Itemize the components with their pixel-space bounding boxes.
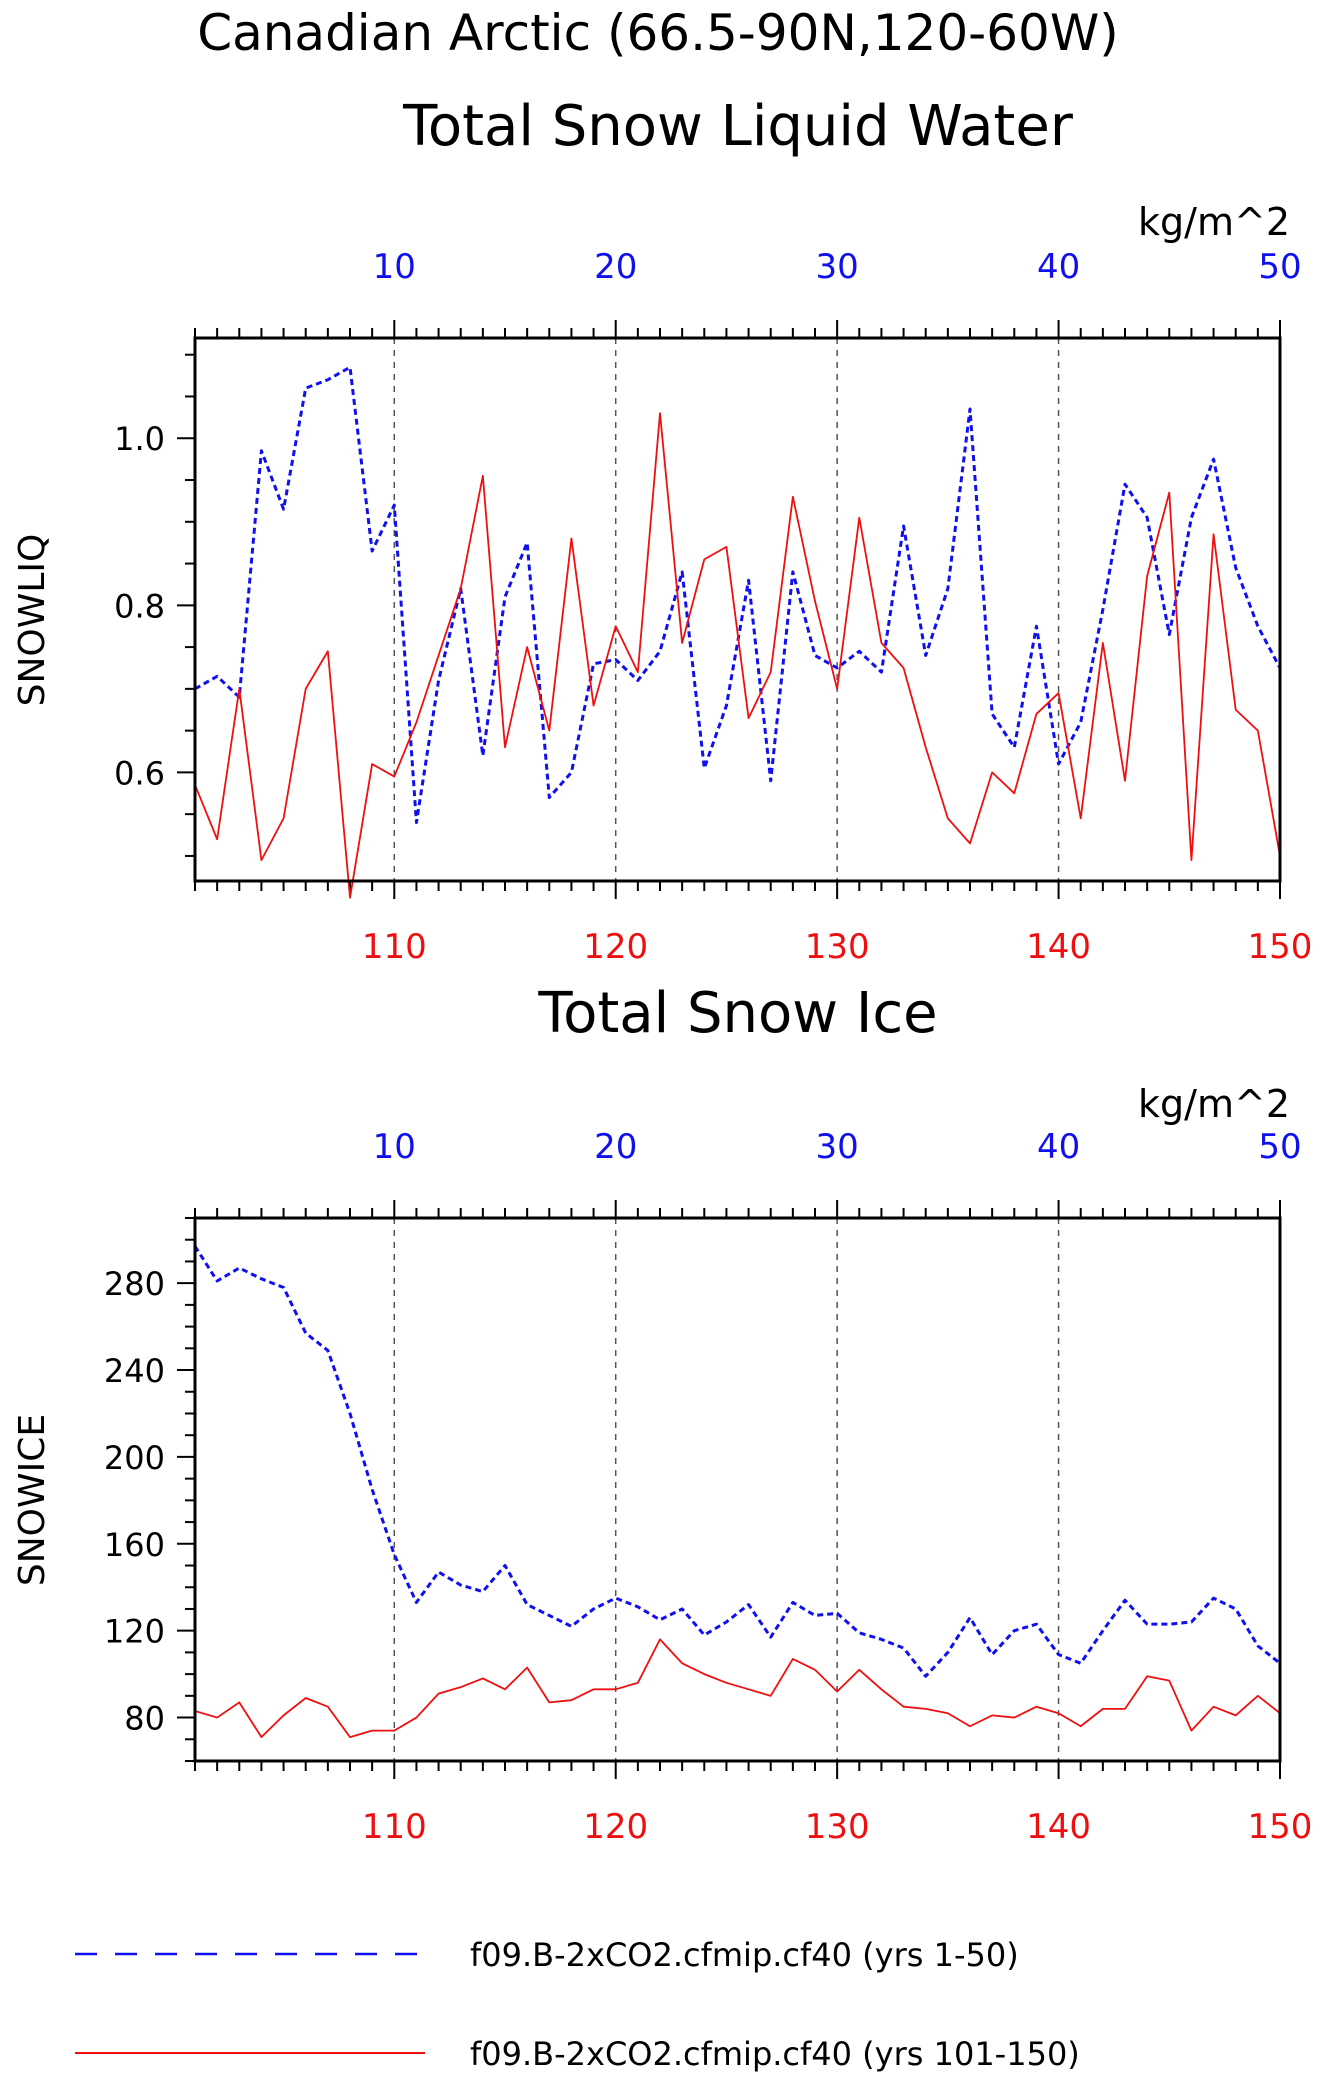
x-top-tick-label: 40 xyxy=(1037,1127,1080,1167)
snowliq-title: Total Snow Liquid Water xyxy=(402,94,1074,159)
snowice-series xyxy=(193,1245,1281,1739)
series-line-yrs-101-150 xyxy=(194,1638,1281,1739)
x-top-tick-label: 20 xyxy=(594,1127,637,1167)
x-bottom-tick-label: 150 xyxy=(1248,927,1313,967)
snowice-grid xyxy=(393,1218,1060,1761)
snowice-axis-ticks xyxy=(177,1200,1281,1779)
series-line-yrs-101-150 xyxy=(194,412,1281,899)
x-bottom-tick-label: 120 xyxy=(583,1807,648,1847)
y-tick-label: 1.0 xyxy=(114,420,165,458)
y-tick-label: 160 xyxy=(104,1526,165,1564)
y-tick-label: 80 xyxy=(124,1700,165,1738)
snowliq-series xyxy=(194,365,1282,899)
x-bottom-tick-label: 130 xyxy=(805,1807,870,1847)
x-bottom-tick-label: 120 xyxy=(583,927,648,967)
snowliq-tick-labels: 0.6 0.8 1.0 10 20 30 40 50 110 120 130 140 150 xyxy=(114,247,1312,967)
snowice-units: kg/m^2 xyxy=(1138,1082,1290,1126)
x-top-tick-label: 10 xyxy=(373,247,416,287)
snowice-title: Total Snow Ice xyxy=(537,981,937,1046)
y-tick-label: 280 xyxy=(104,1265,165,1303)
series-line-yrs-1-50 xyxy=(194,365,1282,825)
series-line-yrs-1-50 xyxy=(193,1245,1281,1678)
snowliq-plot-frame xyxy=(193,336,1282,883)
x-bottom-tick-label: 150 xyxy=(1248,1807,1313,1847)
y-tick-label: 200 xyxy=(104,1439,165,1477)
snowice-panel: Total Snow Ice kg/m^2 SNOWICE 80 120 160 20… xyxy=(12,981,1312,1847)
x-bottom-tick-label: 140 xyxy=(1026,927,1091,967)
x-bottom-tick-label: 110 xyxy=(362,927,427,967)
x-top-tick-label: 10 xyxy=(373,1127,416,1167)
snowice-tick-labels: 80 120 160 200 240 280 10 20 30 40 50 110 120 130 140 1… xyxy=(104,1127,1313,1847)
x-top-tick-label: 50 xyxy=(1258,247,1301,287)
x-top-tick-label: 40 xyxy=(1037,247,1080,287)
y-tick-label: 120 xyxy=(104,1613,165,1651)
x-bottom-tick-label: 130 xyxy=(805,927,870,967)
x-top-tick-label: 30 xyxy=(816,247,859,287)
y-tick-label: 0.6 xyxy=(114,754,165,792)
legend-label-yrs-1-50: f09.B-2xCO2.cfmip.cf40 (yrs 1-50) xyxy=(470,1936,1019,1974)
snowliq-units: kg/m^2 xyxy=(1138,200,1290,244)
page-title: Canadian Arctic (66.5-90N,120-60W) xyxy=(197,4,1119,62)
snowliq-ylabel: SNOWLIQ xyxy=(12,534,53,707)
snowice-plot-frame xyxy=(193,1216,1282,1763)
x-top-tick-label: 20 xyxy=(594,247,637,287)
x-top-tick-label: 50 xyxy=(1258,1127,1301,1167)
y-tick-label: 0.8 xyxy=(114,587,165,625)
legend: f09.B-2xCO2.cfmip.cf40 (yrs 1-50) f09.B-… xyxy=(75,1936,1080,2073)
snowice-ylabel: SNOWICE xyxy=(12,1414,53,1586)
x-top-tick-label: 30 xyxy=(816,1127,859,1167)
x-bottom-tick-label: 110 xyxy=(362,1807,427,1847)
snowliq-panel: Total Snow Liquid Water kg/m^2 SNOWLIQ 0… xyxy=(12,94,1312,967)
legend-label-yrs-101-150: f09.B-2xCO2.cfmip.cf40 (yrs 101-150) xyxy=(470,2035,1080,2073)
snowliq-axis-ticks xyxy=(177,320,1281,899)
x-bottom-tick-label: 140 xyxy=(1026,1807,1091,1847)
y-tick-label: 240 xyxy=(104,1352,165,1390)
